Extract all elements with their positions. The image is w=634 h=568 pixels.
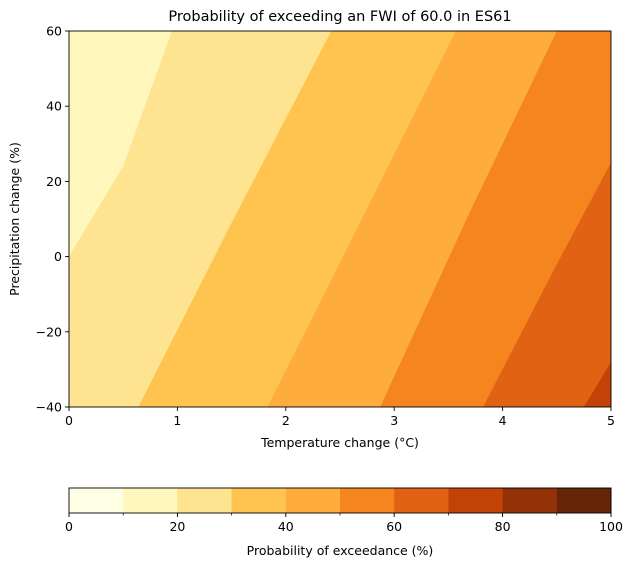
x-tick-label: 1 bbox=[173, 413, 181, 428]
colorbar-segment-10-20 bbox=[123, 488, 178, 513]
colorbar-segment-50-60 bbox=[340, 488, 395, 513]
x-tick-label: 3 bbox=[390, 413, 398, 428]
chart-title: Probability of exceeding an FWI of 60.0 … bbox=[168, 9, 511, 25]
colorbar-segment-20-30 bbox=[177, 488, 233, 513]
x-axis-label: Temperature change (°C) bbox=[260, 435, 419, 450]
colorbar-segment-90-100 bbox=[556, 488, 612, 513]
y-tick-label: −40 bbox=[36, 400, 62, 415]
colorbar-tick-label: 0 bbox=[65, 519, 73, 534]
colorbar-segment-70-80 bbox=[448, 488, 504, 513]
contour-band-70-80 bbox=[583, 31, 611, 407]
y-tick-label: 0 bbox=[54, 249, 62, 264]
colorbar: 0 20 40 60 80 100 bbox=[65, 487, 623, 534]
colorbar-segment-80-90 bbox=[502, 488, 558, 513]
x-tick-label: 5 bbox=[607, 413, 615, 428]
y-tick-label: 60 bbox=[46, 24, 62, 39]
colorbar-tick-label: 60 bbox=[386, 519, 402, 534]
colorbar-tick-label: 20 bbox=[169, 519, 185, 534]
colorbar-tick-label: 80 bbox=[495, 519, 511, 534]
x-tick-label: 2 bbox=[282, 413, 290, 428]
contour-plot-area: 0 1 2 3 4 5 −40 −20 0 20 40 60 bbox=[36, 24, 615, 429]
colorbar-label: Probability of exceedance (%) bbox=[247, 543, 434, 558]
y-tick-label: 40 bbox=[46, 99, 62, 114]
colorbar-tick-label: 40 bbox=[278, 519, 294, 534]
colorbar-segment-0-10 bbox=[69, 488, 124, 513]
colorbar-tick-label: 100 bbox=[599, 519, 623, 534]
y-tick-label: 20 bbox=[46, 174, 62, 189]
y-tick-label: −20 bbox=[36, 324, 62, 339]
y-axis-label: Precipitation change (%) bbox=[7, 142, 22, 296]
x-tick-label: 0 bbox=[65, 413, 73, 428]
x-tick-label: 4 bbox=[499, 413, 507, 428]
contour-band-60-70 bbox=[483, 31, 611, 407]
plot-frame bbox=[68, 30, 612, 408]
colorbar-segment-30-40 bbox=[231, 488, 287, 513]
colorbar-segment-40-50 bbox=[285, 488, 341, 513]
colorbar-segment-60-70 bbox=[394, 488, 449, 513]
